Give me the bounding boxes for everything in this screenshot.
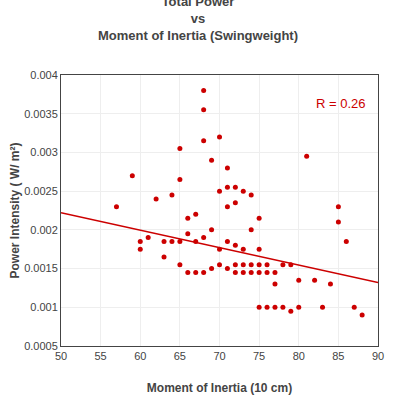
- svg-text:0.001: 0.001: [30, 301, 58, 313]
- svg-text:80: 80: [293, 350, 305, 362]
- svg-text:0.0015: 0.0015: [24, 262, 58, 274]
- svg-text:0.003: 0.003: [30, 146, 58, 158]
- svg-text:Moment of Inertia (10 cm): Moment of Inertia (10 cm): [147, 381, 292, 395]
- svg-text:0.002: 0.002: [30, 224, 58, 236]
- svg-text:Total PowervsMoment of Inertia: Total PowervsMoment of Inertia (Swingwei…: [98, 0, 298, 43]
- svg-text:0.0005: 0.0005: [24, 340, 58, 352]
- svg-text:0.004: 0.004: [30, 69, 58, 81]
- svg-text:R = 0.26: R = 0.26: [316, 96, 366, 111]
- svg-text:50: 50: [55, 350, 67, 362]
- svg-text:60: 60: [134, 350, 146, 362]
- svg-text:70: 70: [213, 350, 225, 362]
- svg-text:90: 90: [372, 350, 384, 362]
- svg-text:65: 65: [174, 350, 186, 362]
- svg-text:0.0025: 0.0025: [24, 185, 58, 197]
- svg-text:55: 55: [95, 350, 107, 362]
- svg-text:75: 75: [253, 350, 265, 362]
- svg-text:85: 85: [332, 350, 344, 362]
- svg-text:0.0035: 0.0035: [24, 108, 58, 120]
- svg-text:Power Intensity ( W/ m²): Power Intensity ( W/ m²): [8, 142, 22, 278]
